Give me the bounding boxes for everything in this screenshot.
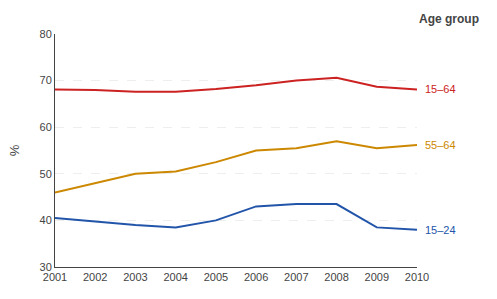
svg-text:60: 60 [40, 121, 52, 133]
svg-text:15–24: 15–24 [425, 224, 456, 236]
svg-text:2010: 2010 [405, 271, 429, 283]
svg-text:2001: 2001 [43, 271, 67, 283]
svg-text:Age group: Age group [419, 12, 479, 26]
svg-text:40: 40 [40, 214, 52, 226]
svg-text:55–64: 55–64 [425, 139, 456, 151]
svg-text:2003: 2003 [123, 271, 147, 283]
svg-text:2002: 2002 [83, 271, 107, 283]
svg-text:2009: 2009 [365, 271, 389, 283]
svg-text:30: 30 [40, 261, 52, 273]
svg-text:15–64: 15–64 [425, 83, 456, 95]
svg-text:%: % [7, 144, 22, 156]
svg-text:2004: 2004 [163, 271, 187, 283]
svg-text:2006: 2006 [244, 271, 268, 283]
svg-text:2005: 2005 [204, 271, 228, 283]
svg-text:80: 80 [40, 28, 52, 40]
svg-text:2007: 2007 [284, 271, 308, 283]
svg-text:2008: 2008 [324, 271, 348, 283]
svg-text:50: 50 [40, 168, 52, 180]
svg-text:70: 70 [40, 74, 52, 86]
